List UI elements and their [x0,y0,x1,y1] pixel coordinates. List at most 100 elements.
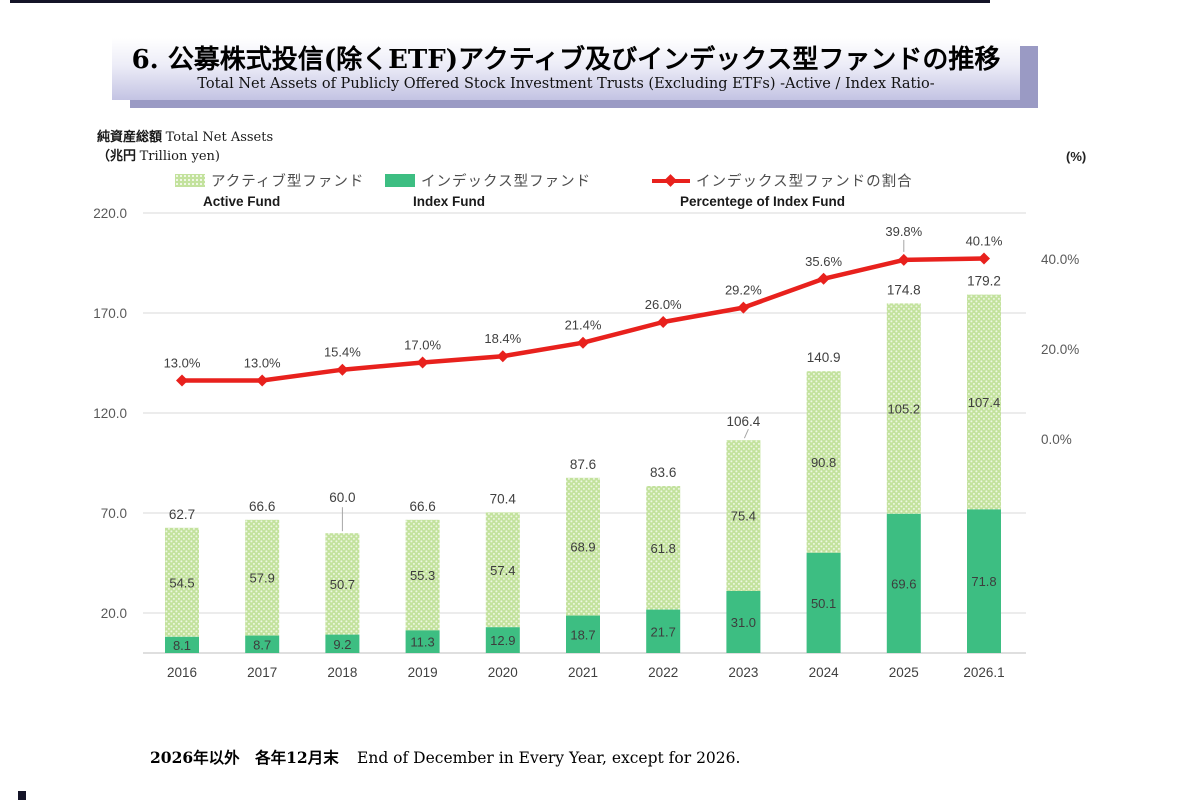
total-value-label: 62.7 [169,507,195,522]
ratio-value-label: 40.1% [966,234,1003,249]
x-axis-label-2019: 2019 [408,665,438,680]
total-value-label: 66.6 [409,499,435,514]
x-axis-label-2017: 2017 [247,665,277,680]
index-value-label: 31.0 [731,615,756,630]
index-value-label: 12.9 [490,633,515,648]
legend-item-active-fund: アクティブ型ファンド Active Fund [175,170,364,209]
active-value-label: 54.5 [169,575,194,590]
total-value-label: 87.6 [570,457,596,472]
active-value-label: 57.4 [490,563,515,578]
top-border [10,0,990,3]
axis-unit-en: Trillion yen) [139,148,220,164]
total-value-label: 60.0 [329,490,355,505]
total-value-label: 174.8 [887,282,921,297]
total-value-label: 106.4 [727,414,761,429]
bar-active-2016 [165,527,199,637]
index-value-label: 18.7 [570,627,595,642]
total-value-label: 179.2 [967,274,1001,289]
axis-title-en: Total Net Assets [165,130,274,145]
ratio-value-label: 21.4% [565,318,602,333]
ratio-value-label: 13.0% [164,356,201,371]
index-value-label: 8.7 [253,637,271,652]
index-value-label: 9.2 [333,637,351,652]
total-value-label: 140.9 [807,350,841,365]
bar-index-2016 [165,636,199,653]
ratio-marker-icon [737,301,750,314]
left-axis-tick: 170.0 [93,306,127,321]
ratio-marker-icon [176,374,188,387]
active-fund-swatch-icon [175,174,205,187]
bar-active-2018 [325,533,360,635]
ratio-marker-icon [256,374,269,387]
active-value-label: 90.8 [811,455,836,470]
ratio-value-label: 15.4% [324,345,361,360]
legend-label-index-jp: インデックス型ファンド [421,174,592,190]
ratio-marker-icon [897,253,910,266]
x-axis-label-2024: 2024 [809,665,840,680]
title-banner: 6. 公募株式投信(除くETF)アクティブ及びインデックス型ファンドの推移 To… [112,38,1020,100]
total-value-label: 83.6 [650,465,676,480]
active-value-label: 61.8 [651,541,676,556]
bar-active-2017 [245,519,280,636]
ratio-line-swatch-icon [652,173,690,187]
index-value-label: 8.1 [173,638,191,653]
right-axis-tick: 40.0% [1041,252,1079,267]
legend-label-ratio-en: Percentege of Index Fund [680,194,846,209]
left-axis-tick: 220.0 [93,206,127,221]
active-value-label: 57.9 [250,571,275,586]
page-title: 6. 公募株式投信(除くETF)アクティブ及びインデックス型ファンドの推移 [131,44,1001,75]
active-value-label: 68.9 [570,540,595,555]
right-axis-tick: 20.0% [1041,342,1079,357]
active-value-label: 107.4 [968,395,1001,410]
ratio-value-label: 29.2% [725,283,762,298]
bar-active-2021 [566,477,600,616]
bar-index-2026.1 [967,509,1001,653]
index-value-label: 21.7 [651,624,676,639]
bar-index-2025 [886,513,921,653]
ratio-marker-icon [978,252,990,265]
page-subtitle: Total Net Assets of Publicly Offered Sto… [197,76,935,93]
ratio-value-label: 17.0% [404,338,441,353]
x-axis-label-2023: 2023 [728,665,758,680]
legend-item-ratio: インデックス型ファンドの割合 Percentege of Index Fund [652,170,913,209]
total-label-leader [743,428,749,439]
right-axis-tick: 0.0% [1041,432,1072,447]
bar-index-2018 [325,634,360,653]
left-axis-title: 純資産総額 Total Net Assets （兆円 Trillion yen) [97,128,273,165]
active-value-label: 50.7 [330,577,355,592]
total-value-label: 66.6 [249,499,275,514]
bar-active-2025 [886,303,921,514]
bottom-left-mark [18,791,26,800]
bar-active-2023 [726,440,761,591]
bar-index-2024 [806,552,841,653]
footnote-jp: 2026年以外 各年12月末 [150,748,339,767]
bar-index-2019 [405,630,440,653]
index-fund-swatch-icon [385,174,415,187]
ratio-value-label: 13.0% [244,356,281,371]
left-axis-tick: 70.0 [101,506,127,521]
ratio-marker-icon [817,272,830,285]
index-value-label: 50.1 [811,596,836,611]
ratio-marker-icon [496,350,509,363]
bar-index-2023 [726,591,761,653]
bar-index-2022 [646,609,681,653]
axis-title-jp: 純資産総額 [97,129,163,144]
ratio-marker-icon [657,316,670,328]
bar-index-2020 [485,627,520,653]
ratio-value-label: 18.4% [484,331,521,346]
active-value-label: 55.3 [410,568,435,583]
x-axis-label-2016: 2016 [167,665,197,680]
footnote-en: End of December in Every Year, except fo… [357,749,741,767]
bar-index-2017 [245,635,280,653]
ratio-marker-icon [336,363,349,376]
left-axis-tick: 20.0 [101,606,127,621]
index-value-label: 71.8 [971,574,996,589]
ratio-value-label: 39.8% [885,224,922,239]
right-axis-unit: (%) [1066,149,1087,164]
x-axis-label-2018: 2018 [327,665,357,680]
axis-unit-jp: （兆円 [97,147,140,163]
legend-label-ratio-jp: インデックス型ファンドの割合 [696,174,913,190]
footnote: 2026年以外 各年12月末 End of December in Every … [150,746,740,768]
x-axis-label-2025: 2025 [889,665,919,680]
